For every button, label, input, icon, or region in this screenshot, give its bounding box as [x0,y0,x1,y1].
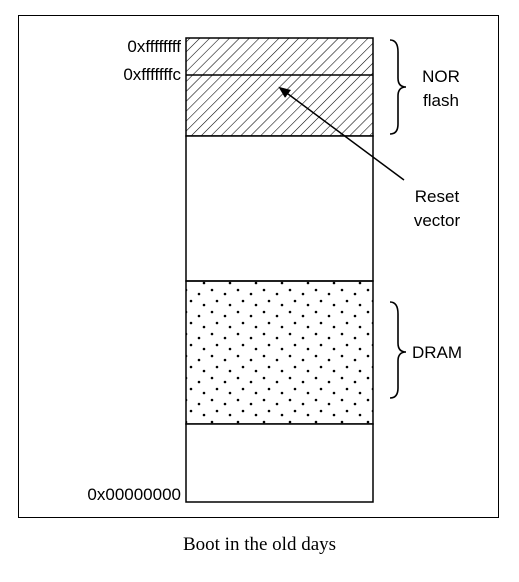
unmapped-region-lower [185,423,374,503]
nor-flash-region [185,37,374,137]
diagram-frame [18,15,499,518]
reset-vector-arrow [278,86,405,181]
nor-label-line1: NOR [422,67,460,86]
dram-label: DRAM [412,343,462,362]
reset-vector-label-line2: vector [414,211,461,230]
address-bottom-label: 0x00000000 [87,485,181,504]
unmapped-region-upper [185,135,374,282]
dram-region [185,280,374,425]
nor-label-line2: flash [423,91,459,110]
address-top-label: 0xffffffff [127,37,181,56]
nor-flash-brace [389,39,407,135]
reset-vector-label-line1: Reset [415,187,460,206]
figure-caption: Boot in the old days [182,534,337,555]
dram-brace [389,301,407,399]
memory-map-diagram: 0xffffffff 0xfffffffc 0x00000000 NOR fla… [87,37,462,504]
address-reset-label: 0xfffffffc [123,65,181,84]
